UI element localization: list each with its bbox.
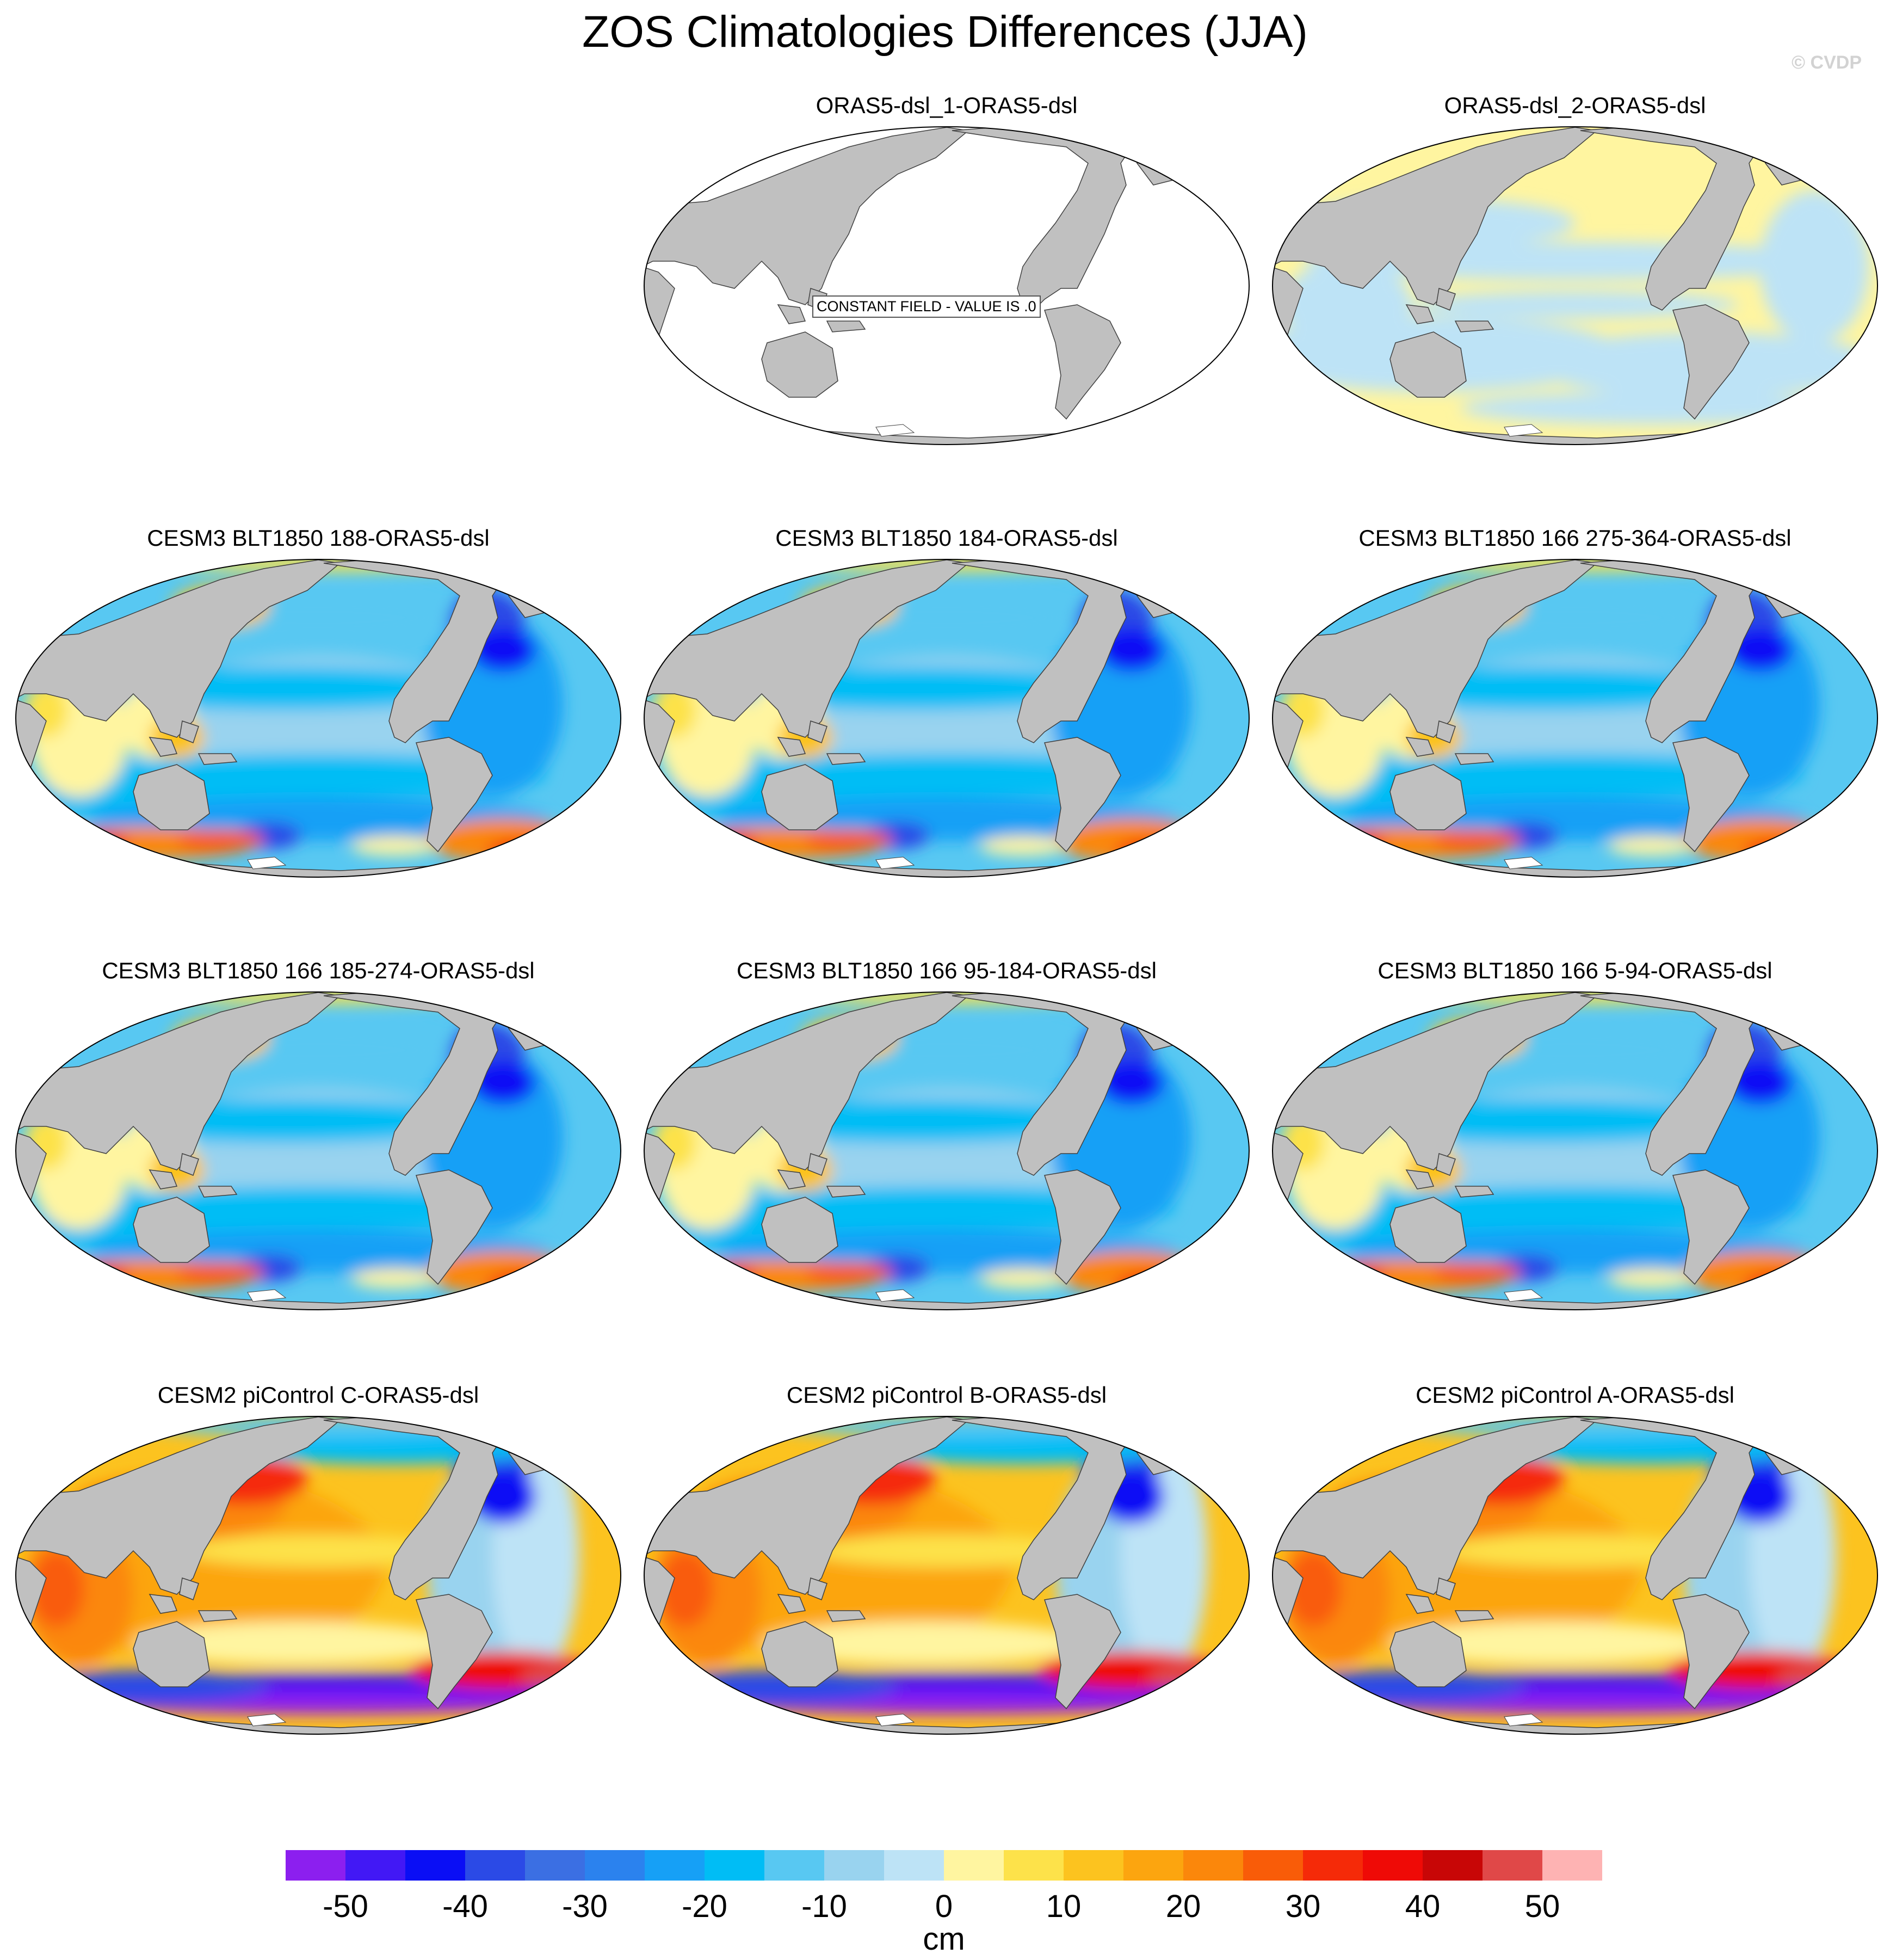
colorbar-swatch — [944, 1850, 1004, 1881]
colorbar-swatch — [1363, 1850, 1423, 1881]
colorbar-tick-label: 0 — [935, 1889, 953, 1924]
colorbar-tick-label: 50 — [1524, 1889, 1560, 1924]
colorbar-swatch — [405, 1850, 465, 1881]
colorbar-tick-label: -40 — [442, 1889, 488, 1924]
colorbar-swatch — [465, 1850, 525, 1881]
map-panel: CESM3 BLT1850 166 5-94-ORAS5-dsl — [1265, 958, 1885, 1388]
colorbar-swatch — [1243, 1850, 1303, 1881]
panel-title: CESM3 BLT1850 188-ORAS5-dsl — [147, 525, 490, 551]
map-panel: CESM3 BLT1850 184-ORAS5-dsl — [637, 525, 1257, 955]
colorbar-swatch — [1183, 1850, 1243, 1881]
colorbar-swatch — [286, 1850, 345, 1881]
panel-title: CESM3 BLT1850 166 95-184-ORAS5-dsl — [737, 958, 1157, 983]
colorbar-swatch — [1123, 1850, 1183, 1881]
constant-field-label: CONSTANT FIELD - VALUE IS .0 — [812, 295, 1041, 318]
panel-title: ORAS5-dsl_2-ORAS5-dsl — [1444, 93, 1706, 118]
map-panel: CESM3 BLT1850 166 185-274-ORAS5-dsl — [8, 958, 628, 1388]
panel-title: CESM3 BLT1850 166 185-274-ORAS5-dsl — [102, 958, 535, 983]
colorbar-swatch — [1004, 1850, 1064, 1881]
colorbar-swatch — [884, 1850, 944, 1881]
colorbar-swatch — [824, 1850, 884, 1881]
panel-title: ORAS5-dsl_1-ORAS5-dsl — [816, 93, 1078, 118]
panel-title: CESM3 BLT1850 166 5-94-ORAS5-dsl — [1378, 958, 1772, 983]
colorbar-swatch — [585, 1850, 645, 1881]
colorbar-units: cm — [923, 1921, 965, 1957]
copyright-watermark: © CVDP — [1792, 52, 1862, 73]
colorbar-tick-label: -50 — [323, 1889, 368, 1924]
colorbar — [286, 1850, 1602, 1881]
colorbar-swatch — [525, 1850, 585, 1881]
panel-title: CESM3 BLT1850 166 275-364-ORAS5-dsl — [1358, 525, 1792, 551]
map-panel: ORAS5-dsl_1-ORAS5-dsl CONSTANT FIELD - V… — [637, 93, 1257, 522]
colorbar-swatch — [1483, 1850, 1542, 1881]
colorbar-swatch — [705, 1850, 764, 1881]
colorbar-tick-label: 10 — [1046, 1889, 1082, 1924]
colorbar-swatch — [645, 1850, 705, 1881]
colorbar-tick-label: 30 — [1285, 1889, 1321, 1924]
colorbar-tick-label: -10 — [801, 1889, 847, 1924]
colorbar-swatch — [1542, 1850, 1602, 1881]
map-panel: ORAS5-dsl_2-ORAS5-dsl — [1265, 93, 1885, 522]
map-panel: CESM2 piControl C-ORAS5-dsl — [8, 1382, 628, 1812]
colorbar-swatch — [345, 1850, 405, 1881]
colorbar-tick-label: -20 — [682, 1889, 727, 1924]
colorbar-swatch — [1303, 1850, 1363, 1881]
map-panel: CESM2 piControl B-ORAS5-dsl — [637, 1382, 1257, 1812]
panel-title: CESM2 piControl C-ORAS5-dsl — [157, 1382, 479, 1408]
colorbar-swatch — [1423, 1850, 1483, 1881]
colorbar-tick-label: -30 — [562, 1889, 608, 1924]
colorbar-swatch — [764, 1850, 824, 1881]
map-panel: CESM3 BLT1850 188-ORAS5-dsl — [8, 525, 628, 955]
panel-title: CESM3 BLT1850 184-ORAS5-dsl — [775, 525, 1118, 551]
panel-title: CESM2 piControl B-ORAS5-dsl — [786, 1382, 1107, 1408]
panel-title: CESM2 piControl A-ORAS5-dsl — [1416, 1382, 1734, 1408]
colorbar-tick-label: 40 — [1405, 1889, 1441, 1924]
colorbar-tick-label: 20 — [1165, 1889, 1201, 1924]
map-panel: CESM2 piControl A-ORAS5-dsl — [1265, 1382, 1885, 1812]
colorbar-swatch — [1064, 1850, 1123, 1881]
map-panel: CESM3 BLT1850 166 275-364-ORAS5-dsl — [1265, 525, 1885, 955]
map-panel: CESM3 BLT1850 166 95-184-ORAS5-dsl — [637, 958, 1257, 1388]
figure-title: ZOS Climatologies Differences (JJA) — [582, 7, 1308, 57]
